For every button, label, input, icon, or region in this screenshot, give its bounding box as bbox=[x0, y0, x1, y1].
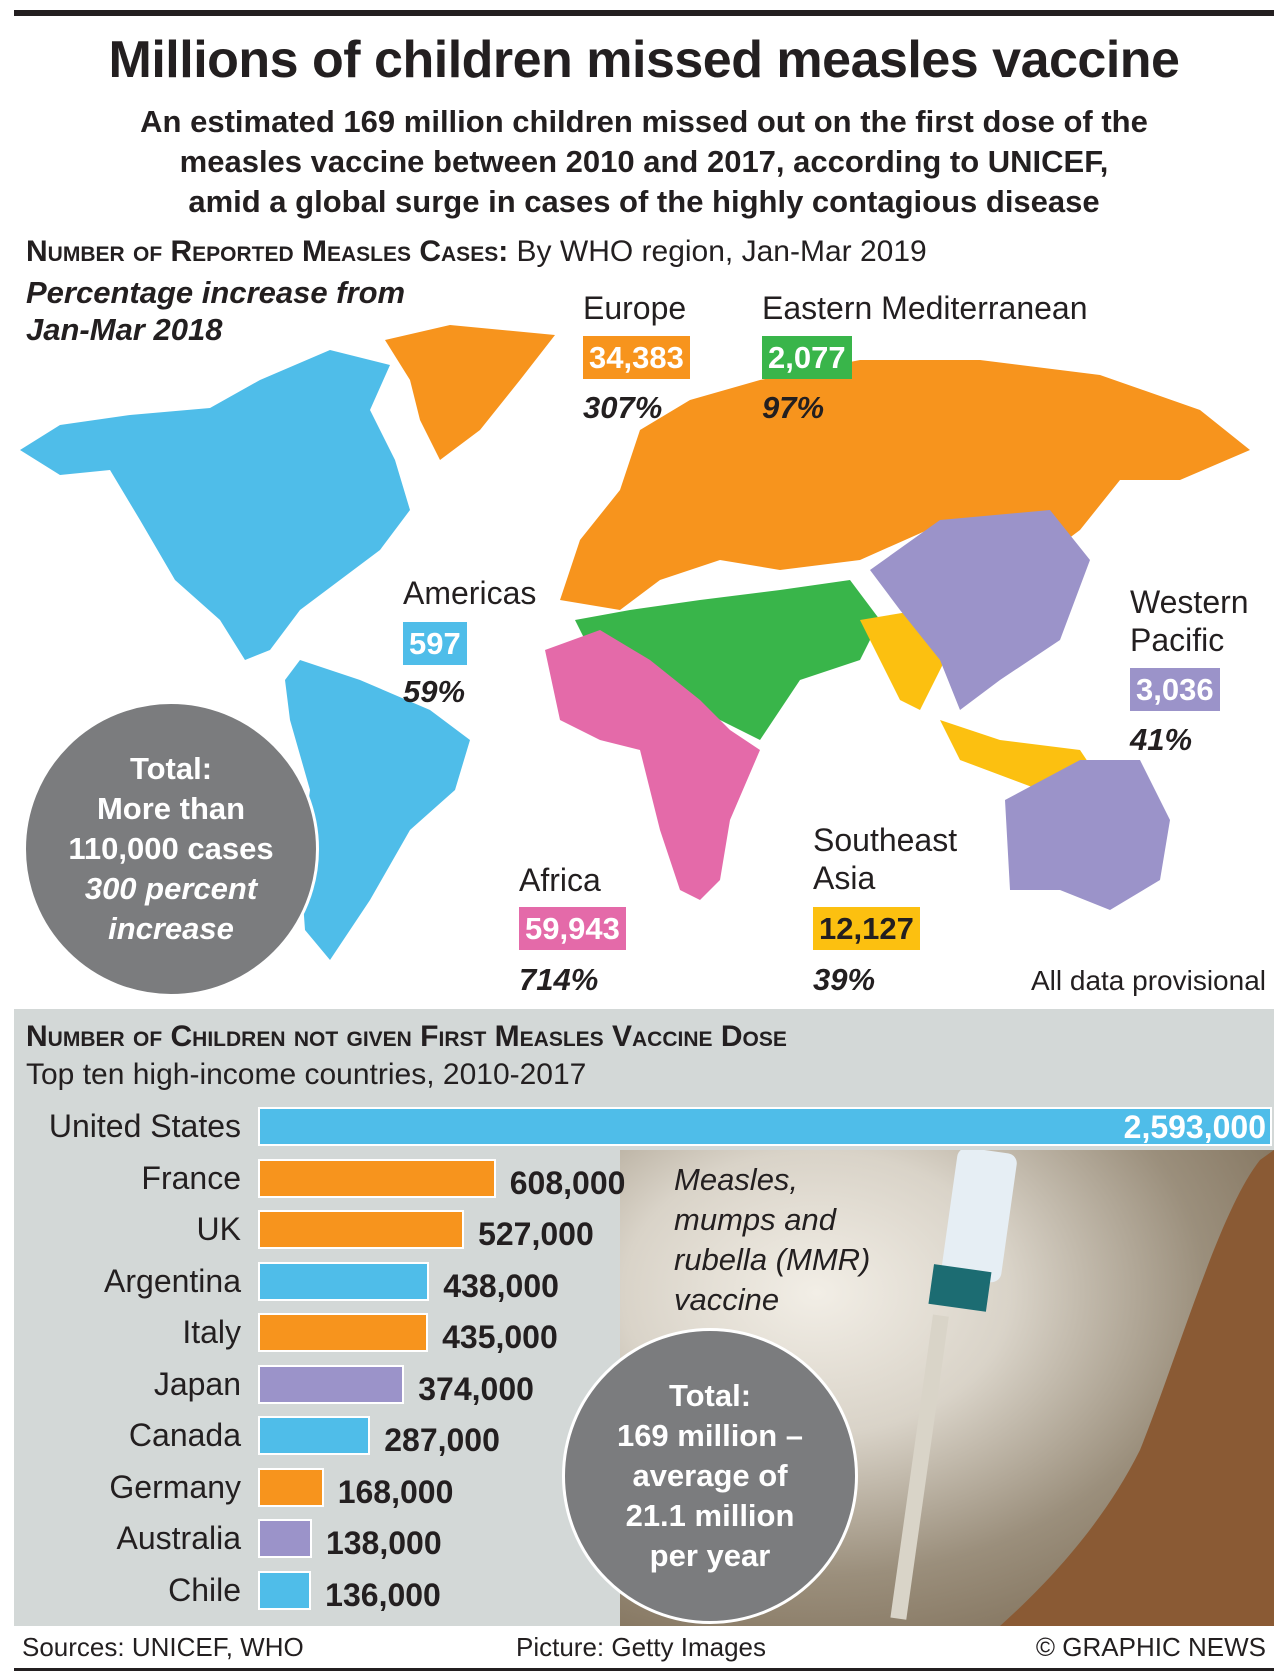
label-line: Western bbox=[1130, 584, 1249, 620]
southeast-asia-label: Southeast Asia bbox=[813, 821, 957, 897]
bar bbox=[258, 1107, 1272, 1146]
circle-line: 300 percent bbox=[84, 871, 258, 906]
map-heading-bold: Number of Reported Measles Cases: bbox=[26, 235, 509, 268]
caption-line: rubella (MMR) bbox=[674, 1242, 871, 1277]
pct-heading: Percentage increase from Jan-Mar 2018 bbox=[26, 274, 405, 348]
eastern-mediterranean-label: Eastern Mediterranean bbox=[762, 290, 1088, 326]
americas-cases: 597 bbox=[403, 622, 467, 665]
bar-value-label: 2,593,000 bbox=[1123, 1109, 1266, 1145]
bar bbox=[258, 1519, 312, 1558]
circle-line: per year bbox=[649, 1538, 771, 1573]
bar-value-label: 138,000 bbox=[325, 1525, 442, 1561]
subtitle-line: An estimated 169 million children missed… bbox=[140, 104, 1148, 139]
country-label: France bbox=[141, 1159, 241, 1196]
region-western-pacific bbox=[870, 510, 1170, 910]
africa-label: Africa bbox=[519, 862, 601, 898]
caption-line: Measles, bbox=[674, 1162, 799, 1197]
pct-heading-line: Percentage increase from bbox=[26, 275, 406, 310]
map-heading: Number of Reported Measles Cases: By WHO… bbox=[26, 235, 927, 269]
region-americas bbox=[20, 350, 470, 960]
mmr-caption: Measles, mumps and rubella (MMR) vaccine bbox=[674, 1160, 870, 1320]
bar bbox=[258, 1570, 312, 1610]
circle-line: 169 million – bbox=[616, 1418, 804, 1453]
country-label: Italy bbox=[182, 1314, 241, 1350]
bar-value-label: 374,000 bbox=[418, 1370, 534, 1407]
caption-line: mumps and bbox=[674, 1202, 836, 1237]
bar-chart-subtitle: Top ten high-income countries, 2010-2017 bbox=[26, 1058, 587, 1091]
western-pacific-cases: 3,036 bbox=[1130, 668, 1220, 711]
region-africa bbox=[545, 630, 760, 900]
eastern-mediterranean-cases: 2,077 bbox=[762, 336, 852, 379]
country-label: Germany bbox=[109, 1468, 241, 1505]
country-label: Canada bbox=[128, 1417, 241, 1453]
circle-line: Total: bbox=[129, 751, 213, 786]
world-map bbox=[20, 325, 1250, 960]
country-label: Japan bbox=[153, 1365, 241, 1402]
label-line: Asia bbox=[813, 860, 876, 896]
provisional-note: All data provisional bbox=[1030, 965, 1266, 996]
europe-cases: 34,383 bbox=[583, 336, 690, 379]
country-label: Argentina bbox=[104, 1262, 241, 1299]
bar-chart-title: Number of Children not given First Measl… bbox=[26, 1020, 787, 1053]
bar-value-label: 136,000 bbox=[325, 1576, 441, 1613]
country-label: United States bbox=[48, 1108, 241, 1144]
subtitle-line: amid a global surge in cases of the high… bbox=[188, 184, 1100, 219]
circle-line: average of bbox=[632, 1458, 788, 1493]
circle-line: Total: bbox=[668, 1378, 752, 1413]
bar bbox=[258, 1416, 371, 1455]
europe-pct: 307% bbox=[583, 390, 663, 425]
circle-line: More than bbox=[96, 791, 246, 826]
circle-line: 21.1 million bbox=[625, 1498, 795, 1533]
bar bbox=[258, 1313, 429, 1352]
bar bbox=[258, 1364, 405, 1404]
region-eastern-mediterranean bbox=[575, 580, 880, 740]
circle-line: increase bbox=[108, 911, 234, 946]
americas-label: Americas bbox=[403, 575, 537, 611]
bar-value-label: 287,000 bbox=[384, 1422, 500, 1458]
syringe-hand-illustration bbox=[890, 1147, 1274, 1626]
label-line: Pacific bbox=[1130, 622, 1225, 658]
subtitle: An estimated 169 million children missed… bbox=[0, 102, 1288, 222]
bar-value-label: 438,000 bbox=[443, 1267, 559, 1304]
pct-heading-line: Jan-Mar 2018 bbox=[26, 312, 223, 347]
top-rule bbox=[14, 10, 1274, 16]
bar-value-label: 527,000 bbox=[478, 1216, 594, 1252]
bar-value-label: 435,000 bbox=[442, 1319, 558, 1355]
africa-pct: 714% bbox=[519, 962, 599, 997]
bar bbox=[258, 1467, 324, 1507]
western-pacific-label: Western Pacific bbox=[1130, 583, 1249, 659]
label-line: Southeast bbox=[813, 822, 958, 858]
map-heading-rest: By WHO region, Jan-Mar 2019 bbox=[508, 235, 927, 268]
caption-line: vaccine bbox=[674, 1282, 780, 1317]
copyright: © GRAPHIC NEWS bbox=[1035, 1632, 1266, 1662]
southeast-asia-pct: 39% bbox=[813, 962, 876, 997]
bar-value-label: 168,000 bbox=[337, 1473, 454, 1510]
eastern-mediterranean-pct: 97% bbox=[762, 390, 825, 425]
country-label: UK bbox=[196, 1211, 241, 1247]
circle-line: 110,000 cases bbox=[68, 831, 274, 866]
bar bbox=[258, 1158, 496, 1198]
picture-credit: Picture: Getty Images bbox=[516, 1632, 766, 1662]
europe-label: Europe bbox=[583, 290, 687, 326]
americas-pct: 59% bbox=[403, 674, 466, 709]
bar bbox=[258, 1210, 465, 1249]
country-label: Chile bbox=[168, 1571, 241, 1608]
page-title: Millions of children missed measles vacc… bbox=[108, 31, 1180, 89]
sources: Sources: UNICEF, WHO bbox=[22, 1632, 304, 1662]
region-europe bbox=[385, 325, 1250, 610]
total-children-circle: Total: 169 million – average of 21.1 mil… bbox=[562, 1328, 858, 1624]
bar-value-label: 608,000 bbox=[509, 1164, 626, 1201]
africa-cases: 59,943 bbox=[519, 907, 626, 950]
southeast-asia-cases: 12,127 bbox=[813, 907, 920, 950]
subtitle-line: measles vaccine between 2010 and 2017, a… bbox=[179, 144, 1109, 179]
bar bbox=[258, 1261, 430, 1301]
total-cases-circle: Total: More than 110,000 cases 300 perce… bbox=[23, 701, 319, 997]
bottom-rule bbox=[14, 1668, 1274, 1671]
western-pacific-pct: 41% bbox=[1130, 722, 1193, 757]
country-label: Australia bbox=[116, 1520, 242, 1556]
